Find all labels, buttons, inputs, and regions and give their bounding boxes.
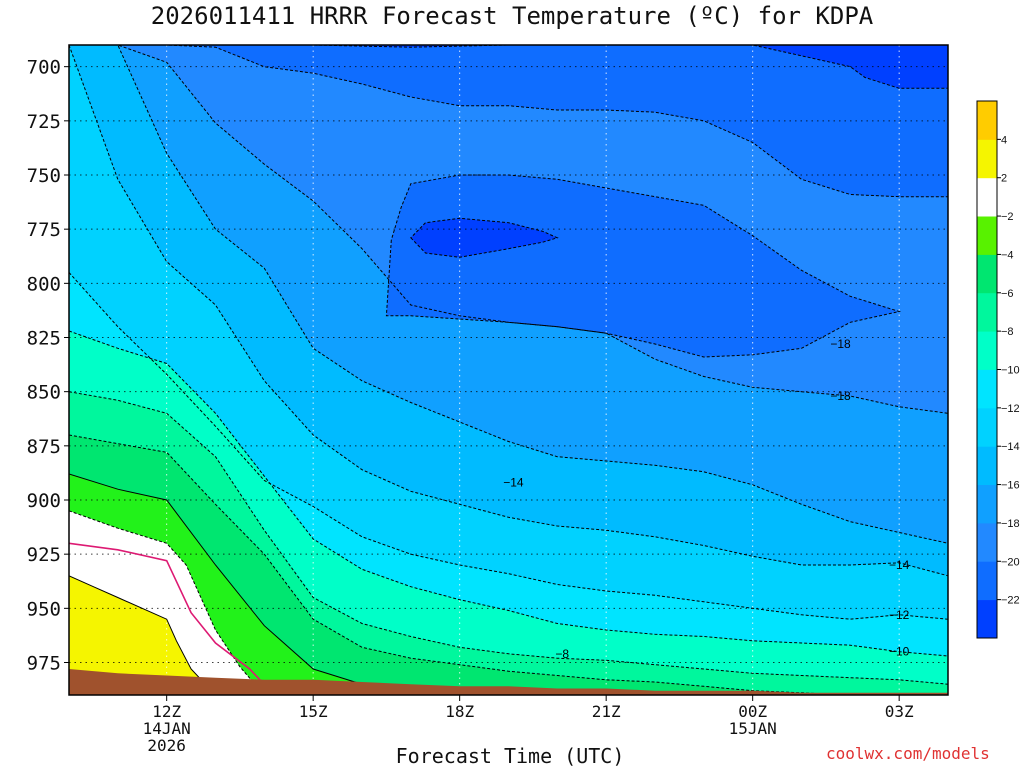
colorbar-label-10: −2 (1001, 211, 1014, 223)
region-pocket-minus20 (385, 174, 902, 358)
contour-below-minus14 (69, 45, 948, 577)
terrain (69, 669, 948, 695)
contour-label-5: −10 (889, 645, 910, 659)
contour-label-4: −12 (889, 608, 910, 622)
colorbar-swatch-6 (977, 369, 997, 409)
colorbar-swatch-12 (977, 139, 997, 179)
x-tick-label-18Z-0: 18Z (445, 702, 474, 721)
contour-label-3: −14 (889, 558, 910, 572)
y-tick-label-875: 875 (27, 436, 61, 458)
colorbar-label-0: −22 (1001, 595, 1020, 607)
contour-label-0: −18 (830, 337, 851, 351)
colorbar-label-2: −18 (1001, 518, 1020, 530)
y-tick-label-975: 975 (27, 653, 61, 675)
credit-text: coolwx.com/models (826, 744, 990, 763)
contour-label-2: −14 (503, 476, 524, 490)
x-tick-label-12Z-1: 14JAN (143, 719, 191, 738)
colorbar-swatch-4 (977, 446, 997, 485)
contour-label-6: −8 (555, 647, 569, 661)
x-tick-label-15Z-0: 15Z (299, 702, 328, 721)
region-pocket-minus22 (410, 217, 559, 258)
axes: 70072575077580082585087590092595097512Z1… (27, 44, 949, 755)
contour-label-1: −18 (830, 389, 851, 403)
colorbar-swatch-7 (977, 331, 997, 370)
y-tick-label-800: 800 (27, 273, 61, 295)
colorbar-swatch-5 (977, 407, 997, 447)
colorbar-swatch-13 (977, 101, 997, 140)
contour-below-minus10 (69, 330, 948, 657)
x-tick-label-12Z-2: 2026 (147, 736, 186, 755)
y-tick-label-950: 950 (27, 598, 61, 620)
colorbar-label-9: −4 (1001, 249, 1014, 261)
contour-below-minus12 (69, 272, 948, 620)
colorbar-label-7: −8 (1001, 326, 1014, 338)
plot-area: −18 −18 −14 −14 −12 −10 −8 (69, 45, 948, 695)
contour-below-minus4 (69, 473, 948, 695)
colorbar-label-5: −12 (1001, 403, 1020, 415)
colorbar-label-8: −6 (1001, 288, 1014, 300)
colorbar-swatch-8 (977, 292, 997, 332)
x-tick-label-12Z-0: 12Z (152, 702, 181, 721)
y-tick-label-900: 900 (27, 490, 61, 512)
x-tick-label-21Z-0: 21Z (592, 702, 621, 721)
y-tick-label-850: 850 (27, 382, 61, 404)
colorbar-label-12: 4 (1001, 134, 1007, 146)
colorbar-swatch-1 (977, 561, 997, 601)
colorbar-swatch-0 (977, 599, 997, 639)
colorbar-label-1: −20 (1001, 556, 1020, 568)
y-tick-label-700: 700 (27, 57, 61, 79)
x-axis-title: Forecast Time (UTC) (395, 744, 625, 768)
x-tick-label-03Z-0: 03Z (885, 702, 914, 721)
y-tick-label-925: 925 (27, 544, 61, 566)
colorbar-label-11: 2 (1001, 173, 1007, 185)
colorbar-swatch-11 (977, 177, 997, 217)
y-tick-label-725: 725 (27, 111, 61, 133)
color-bar: −22−20−18−16−14−12−10−8−6−4−224 (976, 100, 1020, 639)
x-tick-label-00Z-1: 15JAN (729, 719, 777, 738)
colorbar-label-3: −16 (1001, 480, 1020, 492)
plot-frame (68, 44, 949, 696)
chart-title: 2026011411 HRRR Forecast Temperature (ºC… (150, 2, 874, 30)
y-tick-label-825: 825 (27, 328, 61, 350)
contour-below-minus8 (69, 391, 948, 685)
x-tick-label-00Z-0: 00Z (738, 702, 767, 721)
colorbar-label-6: −10 (1001, 365, 1020, 377)
zero-degree-isotherm (69, 542, 275, 695)
y-tick-label-750: 750 (27, 165, 61, 187)
colorbar-swatch-3 (977, 484, 997, 524)
y-tick-label-775: 775 (27, 219, 61, 241)
colorbar-swatch-2 (977, 522, 997, 562)
contour-below-minus20 (69, 45, 948, 198)
contour-below-minus18 (69, 45, 948, 414)
colorbar-swatch-10 (977, 216, 997, 255)
band-fill-below-minus6 (69, 435, 948, 695)
contour-below-minus16 (69, 45, 948, 544)
colorbar-swatch-9 (977, 254, 997, 294)
colorbar-label-4: −14 (1001, 441, 1020, 453)
